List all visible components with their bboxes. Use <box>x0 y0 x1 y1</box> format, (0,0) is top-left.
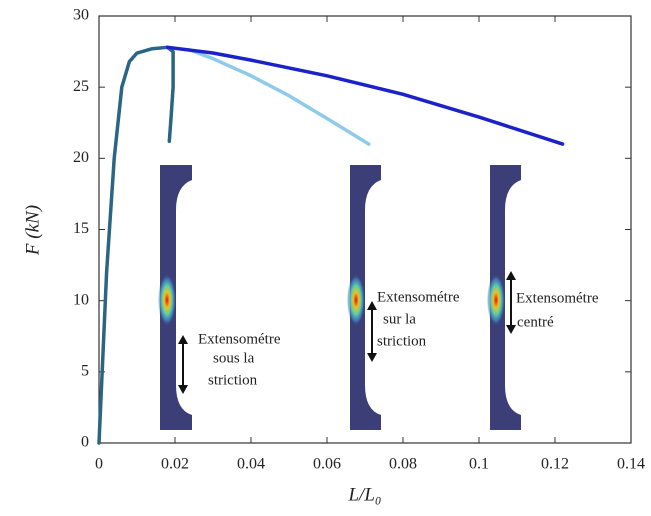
annotation: sous la <box>213 350 255 366</box>
annotation: Extensométre <box>198 331 281 347</box>
annotation: Extensométre <box>377 289 460 305</box>
line <box>97 45 175 445</box>
heat-spot <box>347 274 365 326</box>
x-tick-label: 0.04 <box>237 456 265 473</box>
heat-spot <box>487 274 505 326</box>
specimen <box>160 165 192 430</box>
annotation: Extensométre <box>516 290 599 306</box>
x-tick-label: 0.12 <box>541 456 569 473</box>
line <box>165 45 565 146</box>
heat-spot <box>158 274 176 326</box>
annotation: centré <box>517 314 554 330</box>
annotation: striction <box>208 372 258 388</box>
y-tick-label: 5 <box>81 363 89 380</box>
x-tick-label: 0.1 <box>469 456 489 473</box>
annotation: striction <box>377 333 427 349</box>
specimens <box>158 165 521 430</box>
x-tick-label: 0 <box>95 456 103 473</box>
y-tick-label: 25 <box>73 78 89 95</box>
y-tick-label: 15 <box>73 220 89 237</box>
x-tick-label: 0.06 <box>313 456 341 473</box>
y-tick-label: 10 <box>73 291 89 308</box>
y-tick-label: 20 <box>73 149 89 166</box>
x-tick-label: 0.02 <box>161 456 189 473</box>
arrows <box>178 271 516 394</box>
x-axis-title: L/L₀ <box>347 484 381 505</box>
y-tick-label: 0 <box>81 434 89 451</box>
line <box>165 45 371 146</box>
y-tick-label: 30 <box>73 7 89 24</box>
y-axis-title: F (kN) <box>22 205 43 256</box>
specimen <box>350 165 381 430</box>
x-tick-label: 0.08 <box>389 456 417 473</box>
specimen <box>490 165 521 430</box>
x-tick-label: 0.14 <box>617 456 645 473</box>
annotation: sur la <box>383 311 416 327</box>
